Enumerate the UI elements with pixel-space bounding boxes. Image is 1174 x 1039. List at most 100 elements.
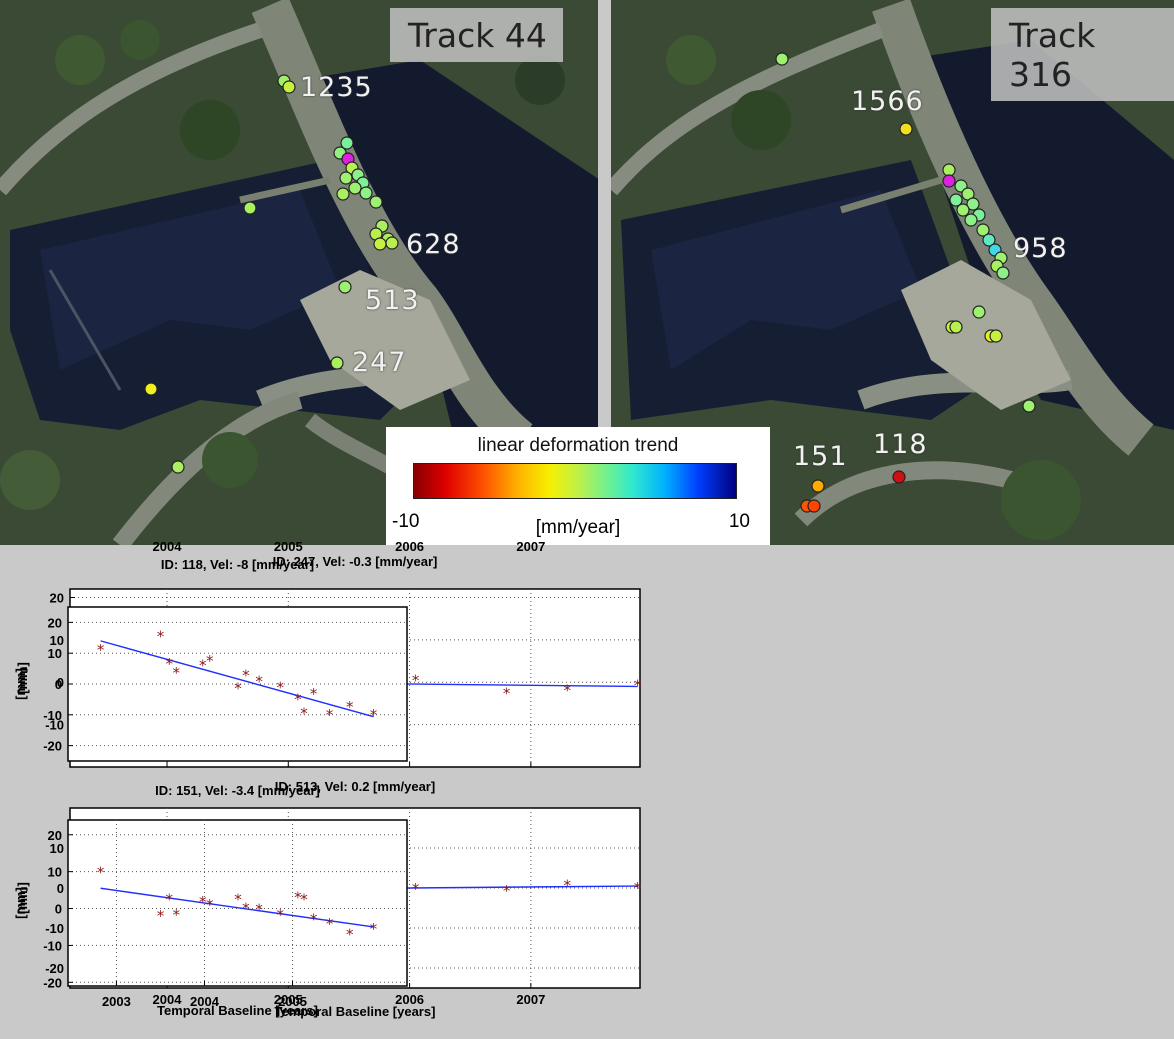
legend-title: linear deformation trend xyxy=(477,435,679,456)
data-point: * xyxy=(634,879,642,897)
map-track-44: Track 44 1235 628 513 247 xyxy=(0,0,598,545)
y-tick-label: 0 xyxy=(57,881,64,896)
chart-title: ID: 151, Vel: -3.4 [mm/year] xyxy=(155,783,320,798)
data-point: * xyxy=(310,685,318,703)
colorbar xyxy=(413,463,737,499)
data-point: * xyxy=(326,706,334,724)
x-tick-label: 2006 xyxy=(395,539,424,554)
data-point: * xyxy=(294,690,302,708)
data-point: * xyxy=(255,673,263,691)
data-point: * xyxy=(276,679,284,697)
y-axis-label: [mm] xyxy=(15,882,30,914)
y-tick-label: 20 xyxy=(50,590,64,605)
legend-min: -10 xyxy=(392,511,420,532)
data-point: * xyxy=(563,877,571,895)
data-point: * xyxy=(276,906,284,924)
data-point: * xyxy=(503,685,511,703)
data-point: * xyxy=(206,896,214,914)
data-point: * xyxy=(242,900,250,918)
trend-line xyxy=(100,640,374,718)
data-point: * xyxy=(234,890,242,908)
data-point: * xyxy=(346,925,354,943)
data-point: * xyxy=(310,911,318,929)
legend-max: 10 xyxy=(728,511,750,532)
data-point: * xyxy=(634,677,642,695)
data-point: * xyxy=(166,655,174,673)
y-tick-label: -10 xyxy=(45,921,64,936)
y-tick-label: 10 xyxy=(50,633,64,648)
y-tick-label: 20 xyxy=(48,615,62,630)
y-tick-label: 10 xyxy=(50,841,64,856)
data-point: * xyxy=(173,906,181,924)
data-point: * xyxy=(370,706,378,724)
point-label: 151 xyxy=(793,441,848,472)
data-point: * xyxy=(300,890,308,908)
satellite-image-track-44 xyxy=(0,0,598,545)
data-point: * xyxy=(97,641,105,659)
data-point: * xyxy=(563,682,571,700)
y-tick-label: -10 xyxy=(43,708,62,723)
x-tick-label: 2007 xyxy=(516,992,545,1007)
data-point: * xyxy=(97,863,105,881)
y-axis-label: [mm] xyxy=(13,887,28,919)
data-point: * xyxy=(206,652,214,670)
data-point: * xyxy=(242,666,250,684)
y-tick-label: 10 xyxy=(48,865,62,880)
data-point: * xyxy=(166,890,174,908)
point-label: 247 xyxy=(352,347,407,378)
data-point: * xyxy=(326,915,334,933)
x-tick-label: 2006 xyxy=(395,992,424,1007)
data-point: * xyxy=(412,880,420,898)
data-point: * xyxy=(199,657,207,675)
trend-line xyxy=(100,887,374,928)
x-tick-label: 2004 xyxy=(153,992,183,1007)
data-point: * xyxy=(173,664,181,682)
y-tick-label: -20 xyxy=(45,961,64,976)
y-tick-label: -20 xyxy=(43,975,62,990)
data-point: * xyxy=(412,672,420,690)
y-tick-label: 20 xyxy=(48,828,62,843)
y-tick-label: -10 xyxy=(43,938,62,953)
y-axis-label: [mm] xyxy=(13,668,28,700)
x-tick-label: 2003 xyxy=(102,994,131,1009)
x-tick-label: 2004 xyxy=(153,539,183,554)
y-tick-label: -10 xyxy=(45,718,64,733)
data-point: * xyxy=(300,704,308,722)
chart-title: ID: 513, Vel: 0.2 [mm/year] xyxy=(275,779,435,794)
track-title: Track 316 xyxy=(991,8,1174,101)
point-label: 513 xyxy=(365,285,420,316)
chart-title: ID: 118, Vel: -8 [mm/year] xyxy=(161,557,314,572)
y-tick-label: 0 xyxy=(55,677,62,692)
data-point: * xyxy=(503,882,511,900)
y-axis-label: [mm] xyxy=(15,662,30,694)
x-tick-label: 2005 xyxy=(274,539,303,554)
chart-title: ID: 247, Vel: -0.3 [mm/year] xyxy=(273,554,438,569)
data-point: * xyxy=(234,680,242,698)
point-label: 1235 xyxy=(300,72,373,103)
point-label: 628 xyxy=(406,229,461,260)
x-tick-label: 2005 xyxy=(278,994,307,1009)
x-tick-label: 2007 xyxy=(516,539,545,554)
y-tick-label: 0 xyxy=(55,902,62,917)
point-label: 1566 xyxy=(851,86,924,117)
data-point: * xyxy=(346,698,354,716)
y-tick-label: -20 xyxy=(43,739,62,754)
data-point: * xyxy=(157,627,165,645)
point-label: 958 xyxy=(1013,233,1068,264)
data-point: * xyxy=(370,920,378,938)
track-title: Track 44 xyxy=(390,8,563,62)
x-tick-label: 2005 xyxy=(274,992,303,1007)
data-point: * xyxy=(294,888,302,906)
plot-area xyxy=(67,819,408,987)
x-axis-label: Temporal Baseline [years] xyxy=(275,1004,436,1019)
data-point: * xyxy=(199,893,207,911)
point-label: 118 xyxy=(873,429,928,460)
data-point: * xyxy=(255,900,263,918)
x-axis-label: Temporal Baseline [years] xyxy=(157,1003,318,1018)
data-point: * xyxy=(157,907,165,925)
y-tick-label: 10 xyxy=(48,646,62,661)
x-tick-label: 2004 xyxy=(190,994,220,1009)
colorbar-legend: linear deformation trend -10 [mm/year] 1… xyxy=(386,427,770,545)
y-tick-label: 0 xyxy=(57,675,64,690)
legend-unit: [mm/year] xyxy=(535,517,621,538)
